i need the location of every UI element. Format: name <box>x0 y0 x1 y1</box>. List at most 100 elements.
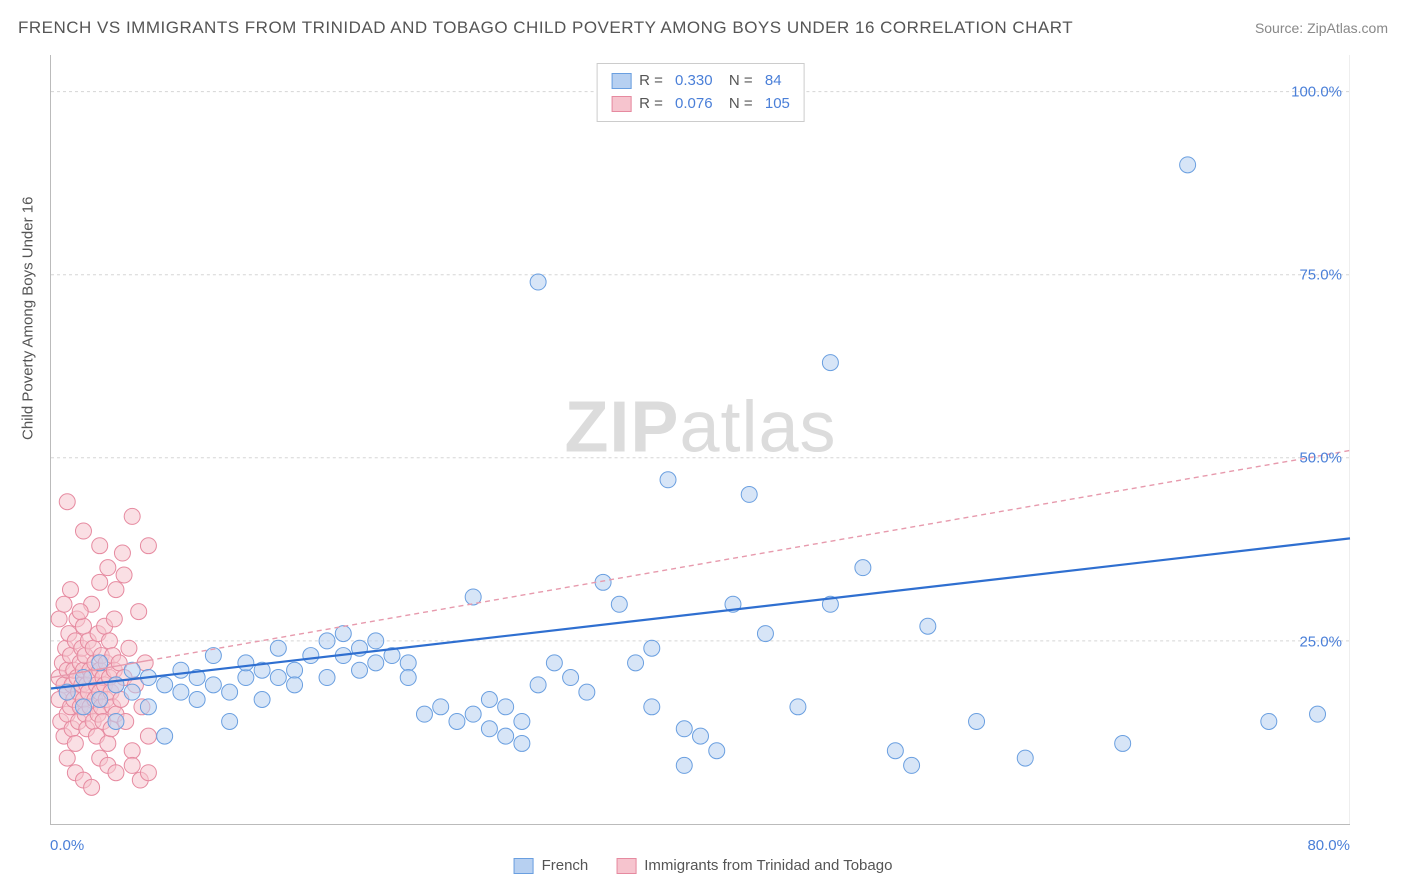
scatter-point <box>660 472 676 488</box>
scatter-point <box>1180 157 1196 173</box>
scatter-point <box>319 670 335 686</box>
scatter-point <box>1017 750 1033 766</box>
source-label: Source: ZipAtlas.com <box>1255 20 1388 36</box>
scatter-point <box>189 692 205 708</box>
scatter-point <box>114 545 130 561</box>
legend-swatch-tt <box>611 96 631 112</box>
scatter-point <box>270 670 286 686</box>
scatter-point <box>108 713 124 729</box>
scatter-point <box>59 750 75 766</box>
scatter-point <box>855 560 871 576</box>
scatter-point <box>822 355 838 371</box>
scatter-point <box>59 494 75 510</box>
scatter-point <box>108 765 124 781</box>
legend-row-tt: R = 0.076 N = 105 <box>611 93 790 116</box>
scatter-point <box>140 728 156 744</box>
scatter-point <box>1261 713 1277 729</box>
scatter-point <box>1310 706 1326 722</box>
scatter-point <box>644 699 660 715</box>
scatter-point <box>530 677 546 693</box>
legend-swatch-bottom-tt <box>616 858 636 874</box>
legend-item-french: French <box>514 857 589 874</box>
scatter-point <box>238 670 254 686</box>
n-value-tt: 105 <box>765 93 790 116</box>
scatter-point <box>222 684 238 700</box>
legend-item-tt: Immigrants from Trinidad and Tobago <box>616 857 892 874</box>
legend-row-french: R = 0.330 N = 84 <box>611 70 790 93</box>
scatter-point <box>62 582 78 598</box>
scatter-point <box>368 633 384 649</box>
scatter-point <box>904 757 920 773</box>
scatter-point <box>140 699 156 715</box>
scatter-point <box>352 662 368 678</box>
chart-title: FRENCH VS IMMIGRANTS FROM TRINIDAD AND T… <box>18 18 1073 38</box>
scatter-point <box>790 699 806 715</box>
scatter-point <box>56 596 72 612</box>
scatter-point <box>124 684 140 700</box>
scatter-point <box>611 596 627 612</box>
scatter-point <box>75 523 91 539</box>
scatter-point <box>173 684 189 700</box>
trend-line-dashed <box>148 450 1350 660</box>
scatter-point <box>72 604 88 620</box>
scatter-point <box>75 618 91 634</box>
scatter-point <box>92 574 108 590</box>
scatter-point <box>116 567 132 583</box>
scatter-point <box>920 618 936 634</box>
scatter-point <box>530 274 546 290</box>
title-bar: FRENCH VS IMMIGRANTS FROM TRINIDAD AND T… <box>18 18 1388 38</box>
r-value-french: 0.330 <box>675 70 713 93</box>
scatter-point <box>124 743 140 759</box>
scatter-point <box>121 640 137 656</box>
scatter-point <box>92 538 108 554</box>
scatter-point <box>579 684 595 700</box>
scatter-point <box>100 560 116 576</box>
scatter-point <box>108 582 124 598</box>
scatter-point <box>140 538 156 554</box>
scatter-point <box>563 670 579 686</box>
legend-swatch-french <box>611 73 631 89</box>
scatter-point <box>676 721 692 737</box>
scatter-point <box>124 508 140 524</box>
trend-line <box>51 538 1350 688</box>
scatter-point <box>106 611 122 627</box>
scatter-point <box>67 735 83 751</box>
scatter-point <box>287 662 303 678</box>
scatter-point <box>303 648 319 664</box>
scatter-point <box>498 728 514 744</box>
legend-correlation: R = 0.330 N = 84 R = 0.076 N = 105 <box>596 63 805 122</box>
plot-area: ZIPatlas 25.0%50.0%75.0%100.0% R = 0.330… <box>50 55 1350 825</box>
n-value-french: 84 <box>765 70 782 93</box>
scatter-point <box>546 655 562 671</box>
scatter-point <box>628 655 644 671</box>
scatter-point <box>498 699 514 715</box>
y-tick-label: 50.0% <box>1299 450 1342 467</box>
scatter-point <box>514 735 530 751</box>
scatter-point <box>514 713 530 729</box>
scatter-point <box>693 728 709 744</box>
scatter-point <box>449 713 465 729</box>
scatter-point <box>131 604 147 620</box>
legend-swatch-bottom-french <box>514 858 534 874</box>
scatter-point <box>75 699 91 715</box>
plot-svg <box>51 55 1350 824</box>
scatter-point <box>400 655 416 671</box>
scatter-point <box>287 677 303 693</box>
legend-label-tt: Immigrants from Trinidad and Tobago <box>644 857 892 874</box>
scatter-point <box>709 743 725 759</box>
scatter-point <box>238 655 254 671</box>
scatter-point <box>124 757 140 773</box>
r-value-tt: 0.076 <box>675 93 713 116</box>
y-tick-label: 100.0% <box>1291 83 1342 100</box>
scatter-point <box>481 692 497 708</box>
scatter-point <box>595 574 611 590</box>
scatter-point <box>368 655 384 671</box>
scatter-point <box>157 728 173 744</box>
scatter-point <box>173 662 189 678</box>
x-tick-max: 80.0% <box>1307 837 1350 854</box>
legend-label-french: French <box>542 857 589 874</box>
scatter-point <box>465 706 481 722</box>
x-tick-min: 0.0% <box>50 837 84 854</box>
legend-series: French Immigrants from Trinidad and Toba… <box>514 857 893 874</box>
scatter-point <box>757 626 773 642</box>
